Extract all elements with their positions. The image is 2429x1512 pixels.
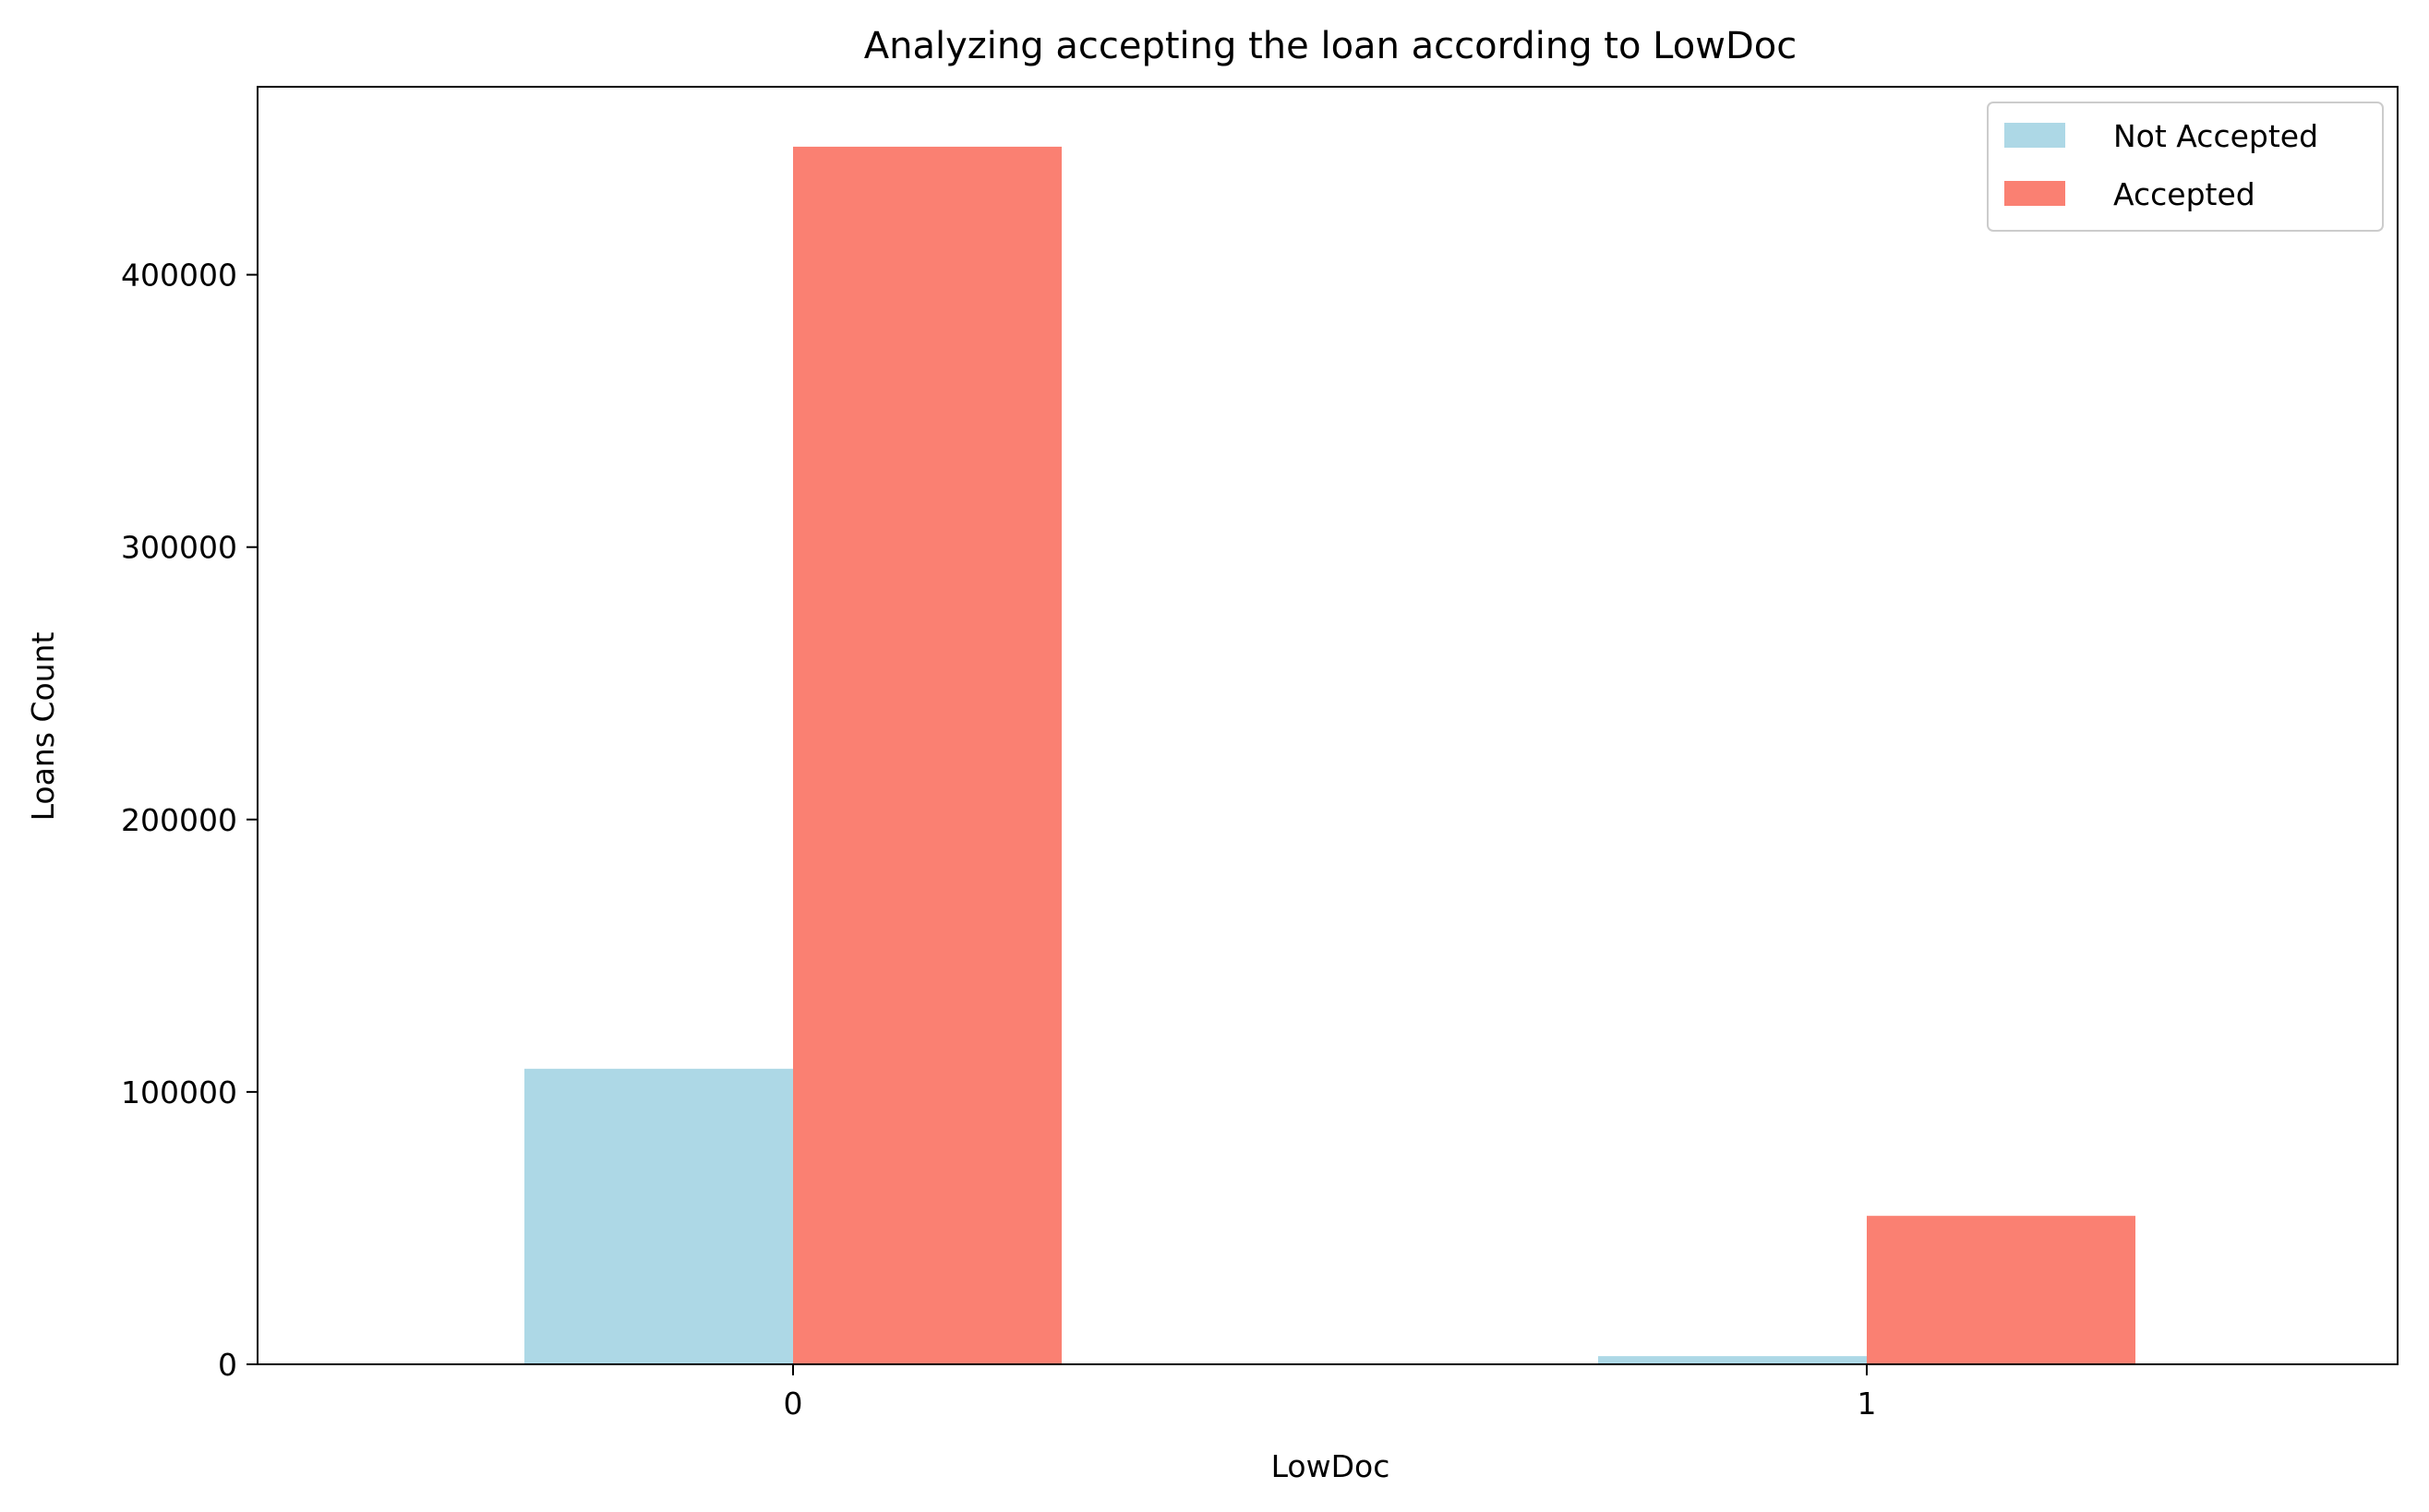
legend-swatch	[2004, 181, 2065, 206]
legend-label: Accepted	[2113, 176, 2255, 212]
y-tick-label: 200000	[121, 802, 237, 838]
y-axis: 0 100000 200000 300000 400000	[121, 258, 258, 1383]
bar-not-accepted-0	[524, 1068, 793, 1364]
legend: Not Accepted Accepted	[1987, 102, 2384, 232]
y-axis-label: Loans Count	[25, 632, 61, 822]
bar-accepted-0	[793, 146, 1062, 1364]
bars-group	[524, 146, 2135, 1364]
plot-frame	[257, 86, 2399, 1365]
x-axis-label: LowDoc	[1271, 1448, 1390, 1484]
y-tick-label: 300000	[121, 530, 237, 566]
x-tick-label: 0	[784, 1386, 803, 1422]
plot-area	[257, 86, 2399, 1365]
legend-label: Not Accepted	[2113, 118, 2318, 154]
y-tick-label: 400000	[121, 258, 237, 294]
bar-not-accepted-1	[1598, 1356, 1867, 1364]
legend-swatch	[2004, 123, 2065, 148]
x-tick-label: 1	[1858, 1386, 1877, 1422]
legend-box	[1987, 102, 2384, 232]
chart-title: Analyzing accepting the loan according t…	[864, 25, 1797, 67]
bar-accepted-1	[1867, 1216, 2135, 1364]
y-tick-label: 0	[218, 1347, 237, 1383]
y-tick-label: 100000	[121, 1074, 237, 1110]
